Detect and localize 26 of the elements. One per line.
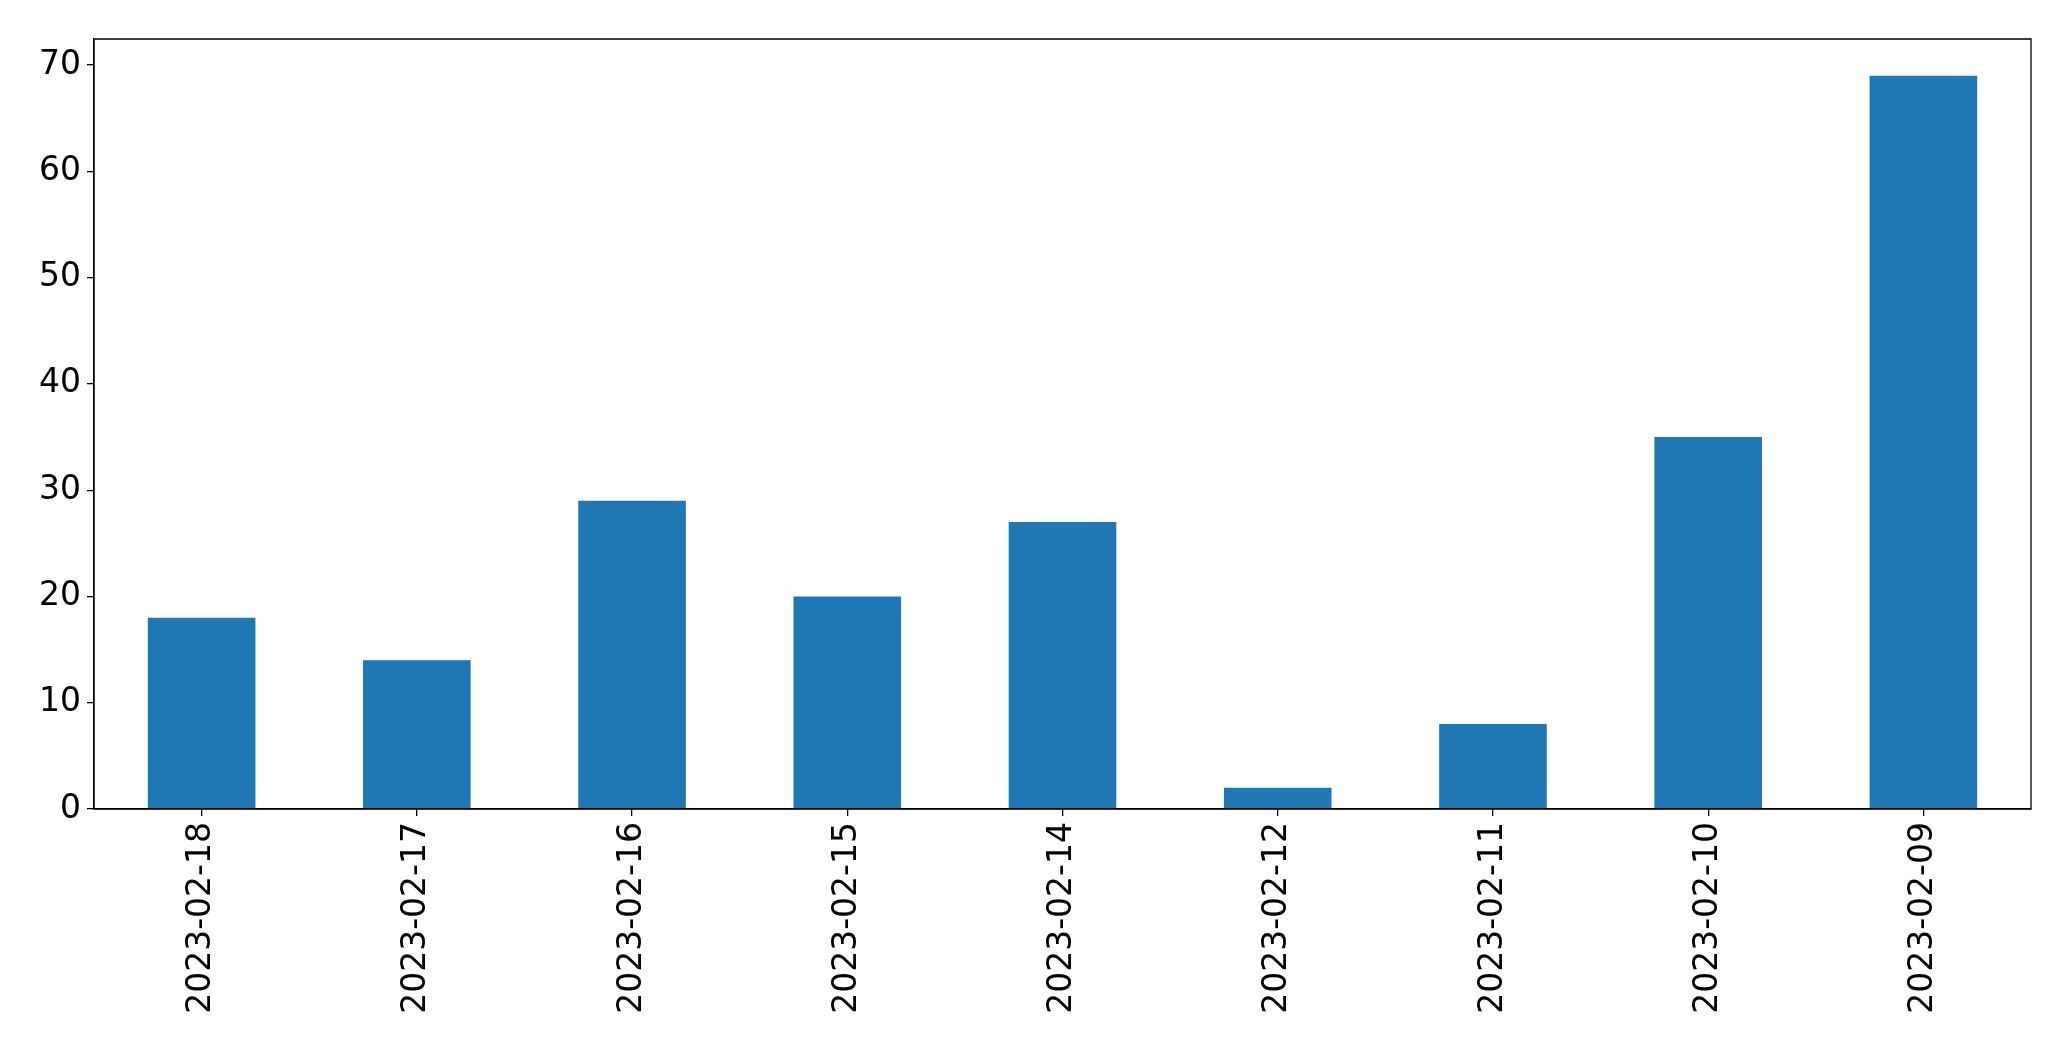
y-tick-label: 30 xyxy=(39,467,81,507)
x-tick-label: 2023-02-14 xyxy=(1040,822,1080,1014)
bar xyxy=(578,500,686,809)
x-tick-label: 2023-02-09 xyxy=(1900,822,1940,1014)
y-tick-label: 10 xyxy=(39,680,81,720)
bar xyxy=(147,617,256,809)
bar xyxy=(1439,723,1547,809)
bar xyxy=(1223,787,1332,809)
x-tick-label: 2023-02-11 xyxy=(1470,822,1510,1014)
x-tick-label: 2023-02-16 xyxy=(609,822,649,1014)
x-tick-label: 2023-02-10 xyxy=(1685,822,1725,1014)
bar xyxy=(1869,75,1978,809)
x-tick-label: 2023-02-15 xyxy=(824,822,864,1014)
x-tick-label: 2023-02-12 xyxy=(1255,822,1295,1014)
x-tick-label: 2023-02-18 xyxy=(179,822,219,1014)
y-tick-label: 60 xyxy=(39,148,81,188)
bar xyxy=(363,660,471,809)
y-tick-label: 70 xyxy=(39,42,81,82)
y-tick-label: 40 xyxy=(39,361,81,401)
bar xyxy=(793,596,902,809)
y-tick-label: 50 xyxy=(39,255,81,295)
y-tick-label: 0 xyxy=(60,786,81,826)
bar xyxy=(1654,437,1762,809)
x-tick-label: 2023-02-17 xyxy=(394,822,434,1014)
y-tick-label: 20 xyxy=(39,574,81,614)
bar xyxy=(1008,522,1117,809)
